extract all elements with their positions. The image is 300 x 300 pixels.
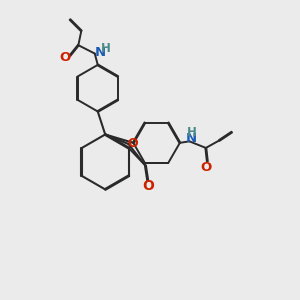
Text: O: O [59, 51, 70, 64]
Text: H: H [187, 127, 197, 140]
Text: N: N [186, 133, 197, 146]
Text: O: O [127, 136, 138, 150]
Text: N: N [94, 46, 106, 59]
Text: O: O [142, 179, 154, 194]
Text: H: H [101, 42, 111, 55]
Text: O: O [200, 161, 212, 174]
